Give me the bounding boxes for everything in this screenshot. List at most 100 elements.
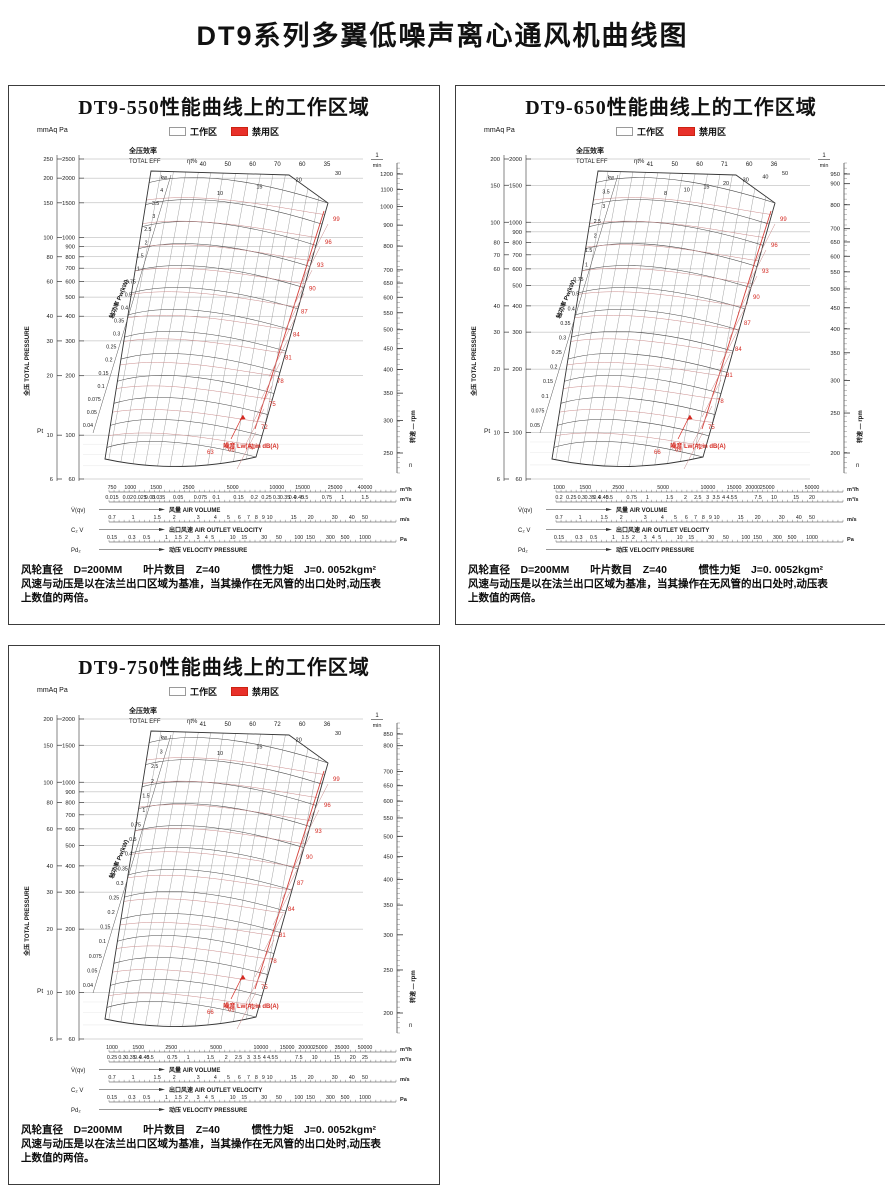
- svg-text:450: 450: [383, 855, 393, 861]
- svg-text:1.5: 1.5: [174, 1095, 181, 1101]
- chart-panel-dt9-550: DT9-550性能曲线上的工作区域 mmAq Pa 工作区 禁用区 250 200…: [8, 85, 440, 625]
- svg-text:200: 200: [65, 374, 75, 380]
- svg-text:0.4: 0.4: [568, 306, 575, 312]
- svg-text:轴功率 Pw(kW): 轴功率 Pw(kW): [107, 838, 130, 879]
- svg-text:300: 300: [326, 535, 335, 541]
- svg-text:15: 15: [256, 184, 262, 190]
- svg-text:出口风速 AIR OUTLET VELOCITY: 出口风速 AIR OUTLET VELOCITY: [169, 526, 262, 534]
- svg-text:10: 10: [217, 191, 223, 197]
- svg-text:0.25: 0.25: [109, 895, 119, 901]
- svg-text:41: 41: [647, 162, 654, 168]
- svg-text:0.7: 0.7: [108, 515, 115, 521]
- svg-text:2: 2: [173, 1075, 176, 1081]
- svg-text:0.05: 0.05: [173, 495, 183, 501]
- svg-text:800: 800: [65, 255, 75, 261]
- svg-text:15: 15: [256, 744, 262, 750]
- svg-text:n: n: [856, 463, 859, 469]
- svg-text:1.5: 1.5: [666, 495, 673, 501]
- svg-text:30: 30: [47, 890, 53, 896]
- svg-text:0.3: 0.3: [118, 1055, 125, 1061]
- svg-text:550: 550: [383, 311, 393, 317]
- svg-text:5: 5: [211, 535, 214, 541]
- svg-text:1: 1: [579, 515, 582, 521]
- work-zone-swatch: [615, 127, 633, 136]
- svg-text:1500: 1500: [62, 743, 75, 749]
- svg-text:50000: 50000: [805, 485, 820, 491]
- svg-text:700: 700: [65, 266, 75, 272]
- footer-spec-line: 风轮直径 D=200MM 叶片数目 Z=40 惯性力矩 J=0. 0052kgm…: [468, 564, 824, 576]
- forbidden-zone-swatch: [231, 127, 248, 136]
- svg-text:50: 50: [224, 722, 231, 728]
- svg-text:2500: 2500: [183, 485, 195, 491]
- svg-text:5000: 5000: [227, 485, 239, 491]
- svg-text:0.1: 0.1: [541, 394, 548, 400]
- svg-text:4: 4: [205, 535, 208, 541]
- svg-text:78: 78: [277, 379, 284, 385]
- legend-forbidden: 禁用区: [678, 125, 726, 138]
- svg-text:C₂ V: C₂ V: [518, 528, 530, 534]
- svg-text:噪音 Lw(A) in dB(A): 噪音 Lw(A) in dB(A): [670, 442, 725, 450]
- svg-text:400: 400: [512, 304, 522, 310]
- page-title: DT9系列多翼低噪声离心通风机曲线图: [196, 21, 689, 51]
- svg-text:TOTAL EFF: TOTAL EFF: [129, 719, 161, 725]
- svg-text:0.04: 0.04: [83, 423, 93, 429]
- svg-text:30: 30: [332, 1075, 338, 1081]
- svg-text:1500: 1500: [132, 1045, 144, 1051]
- svg-text:6: 6: [238, 515, 241, 521]
- svg-text:0.75: 0.75: [573, 277, 583, 283]
- svg-text:0.25: 0.25: [566, 495, 576, 501]
- svg-text:30: 30: [332, 515, 338, 521]
- svg-text:0.035: 0.035: [152, 495, 165, 501]
- svg-text:500: 500: [65, 295, 75, 301]
- svg-text:100: 100: [294, 535, 303, 541]
- svg-text:350: 350: [830, 351, 840, 357]
- svg-text:全压效率: 全压效率: [128, 706, 157, 715]
- svg-text:20: 20: [723, 181, 729, 187]
- svg-text:0.2: 0.2: [108, 910, 115, 916]
- svg-text:kw: kw: [608, 175, 615, 181]
- svg-text:200: 200: [65, 927, 75, 933]
- svg-text:6: 6: [238, 1075, 241, 1081]
- svg-text:1.5: 1.5: [136, 253, 143, 259]
- svg-text:700: 700: [830, 227, 840, 233]
- svg-text:150: 150: [43, 201, 53, 207]
- svg-text:300: 300: [383, 933, 393, 939]
- svg-text:96: 96: [325, 240, 332, 246]
- svg-text:0.75: 0.75: [131, 823, 141, 829]
- svg-text:25000: 25000: [313, 1045, 328, 1051]
- svg-text:9: 9: [262, 1075, 265, 1081]
- svg-text:0.45: 0.45: [294, 495, 304, 501]
- svg-text:1: 1: [341, 495, 344, 501]
- svg-text:m³/h: m³/h: [847, 486, 859, 493]
- svg-text:15: 15: [334, 1055, 340, 1061]
- svg-text:2: 2: [173, 515, 176, 521]
- svg-text:3.5: 3.5: [253, 1055, 260, 1061]
- svg-text:0.4: 0.4: [289, 495, 296, 501]
- svg-text:3: 3: [152, 214, 155, 220]
- footer-note-line2: 上数值的两倍。: [21, 1152, 95, 1164]
- svg-text:0.1: 0.1: [99, 939, 106, 945]
- svg-text:75: 75: [708, 425, 715, 431]
- svg-text:500: 500: [383, 328, 393, 334]
- svg-text:轴功率 Pw(kW): 轴功率 Pw(kW): [554, 278, 577, 319]
- svg-text:0.3: 0.3: [128, 535, 135, 541]
- svg-text:1: 1: [585, 263, 588, 269]
- svg-text:650: 650: [383, 784, 393, 790]
- svg-text:100: 100: [512, 430, 522, 436]
- svg-text:3: 3: [197, 1075, 200, 1081]
- svg-text:1: 1: [375, 713, 379, 719]
- svg-text:6: 6: [685, 515, 688, 521]
- svg-text:20: 20: [308, 515, 314, 521]
- legend-forbidden: 禁用区: [231, 685, 279, 698]
- svg-text:20000: 20000: [298, 1045, 313, 1051]
- svg-text:84: 84: [293, 333, 300, 339]
- svg-text:20: 20: [47, 927, 53, 933]
- svg-text:0.05: 0.05: [87, 968, 97, 974]
- svg-text:0.03: 0.03: [145, 495, 155, 501]
- svg-text:90: 90: [753, 295, 760, 301]
- work-zone-swatch: [168, 127, 186, 136]
- svg-text:40: 40: [47, 864, 53, 870]
- svg-text:60: 60: [299, 162, 306, 168]
- svg-text:0.35: 0.35: [280, 495, 290, 501]
- svg-text:72: 72: [274, 722, 281, 728]
